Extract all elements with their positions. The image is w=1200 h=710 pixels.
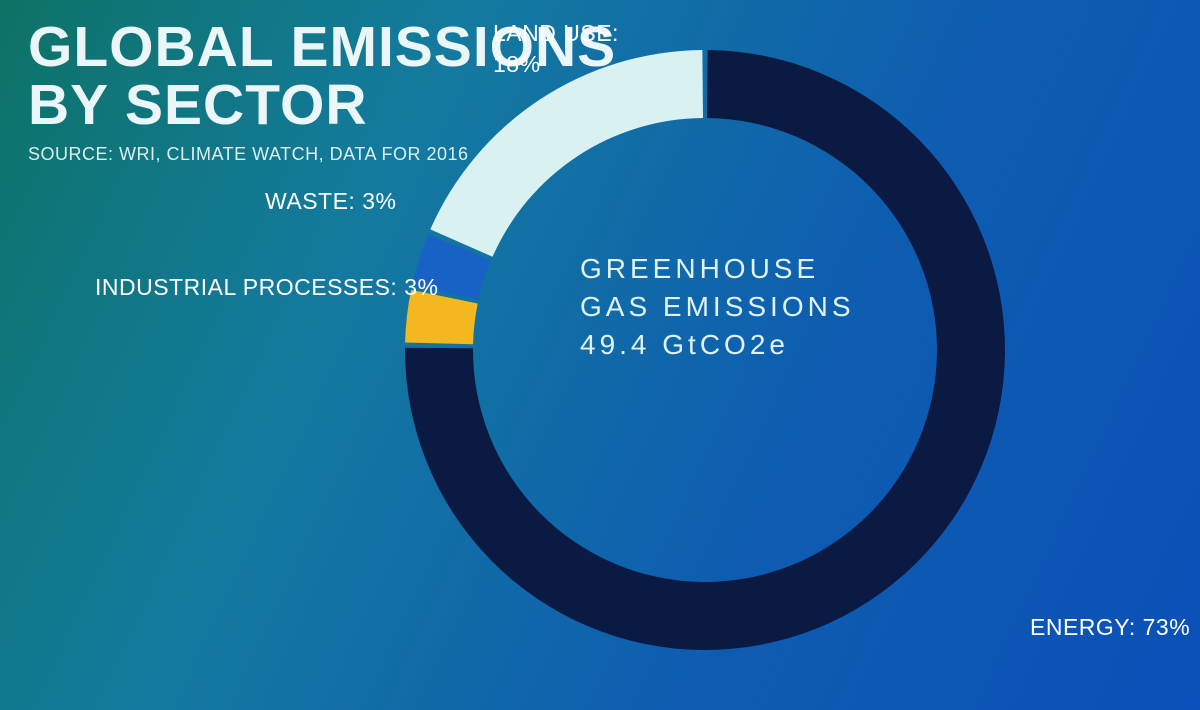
center-line-3: 49.4 GtCO2e — [580, 326, 910, 364]
label-land-use-line2: 18% — [493, 49, 619, 80]
label-waste: WASTE: 3% — [265, 186, 396, 217]
center-line-2: GAS EMISSIONS — [580, 288, 910, 326]
label-industrial: INDUSTRIAL PROCESSES: 3% — [95, 272, 438, 303]
center-line-1: GREENHOUSE — [580, 250, 910, 288]
slice-land-use — [430, 50, 703, 257]
label-energy: ENERGY: 73% — [1030, 612, 1190, 643]
label-land-use-line1: LAND USE: — [493, 18, 619, 49]
label-land-use: LAND USE: 18% — [493, 18, 619, 80]
center-text: GREENHOUSE GAS EMISSIONS 49.4 GtCO2e — [580, 250, 910, 363]
